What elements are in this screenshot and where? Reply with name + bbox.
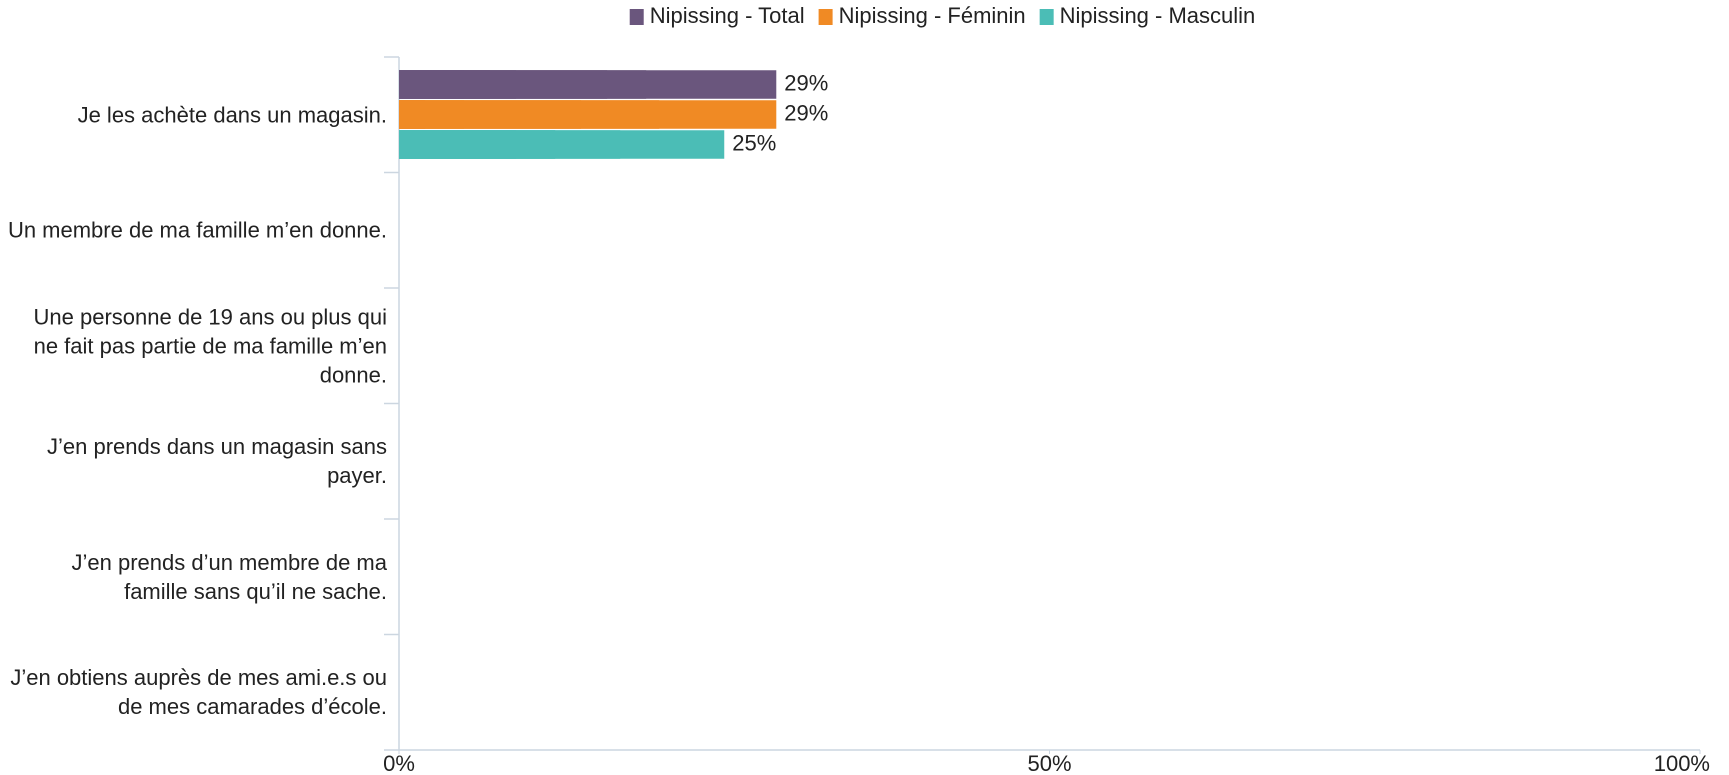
legend-swatch xyxy=(818,9,833,25)
x-tick-label: 50% xyxy=(1027,751,1071,775)
value-label: 29% xyxy=(784,71,828,96)
value-label: 29% xyxy=(784,101,828,126)
x-tick-label: 0% xyxy=(383,751,415,775)
category-label: J’en obtiens auprès de mes ami.e.s ou de… xyxy=(10,665,387,720)
legend-swatch xyxy=(629,9,644,25)
legend-label: Nipissing - Total xyxy=(650,3,805,28)
bar xyxy=(399,130,725,159)
category-label: J’en prends dans un magasin sans payer. xyxy=(47,434,387,489)
value-label: 25% xyxy=(732,131,776,156)
category-label: Un membre de ma famille m’en donne. xyxy=(7,217,387,243)
bar xyxy=(399,70,777,99)
category-label: Une personne de 19 ans ou plus qui ne fa… xyxy=(33,304,387,388)
legend-label: Nipissing - Masculin xyxy=(1060,3,1256,28)
bar xyxy=(399,100,777,129)
category-label: Je les achète dans un magasin. xyxy=(77,102,387,128)
legend-label: Nipissing - Féminin xyxy=(839,3,1026,28)
legend-swatch xyxy=(1039,9,1054,25)
category-label: J’en prends d’un membre de ma famille sa… xyxy=(71,549,388,604)
x-tick-label: 100% xyxy=(1654,751,1710,775)
